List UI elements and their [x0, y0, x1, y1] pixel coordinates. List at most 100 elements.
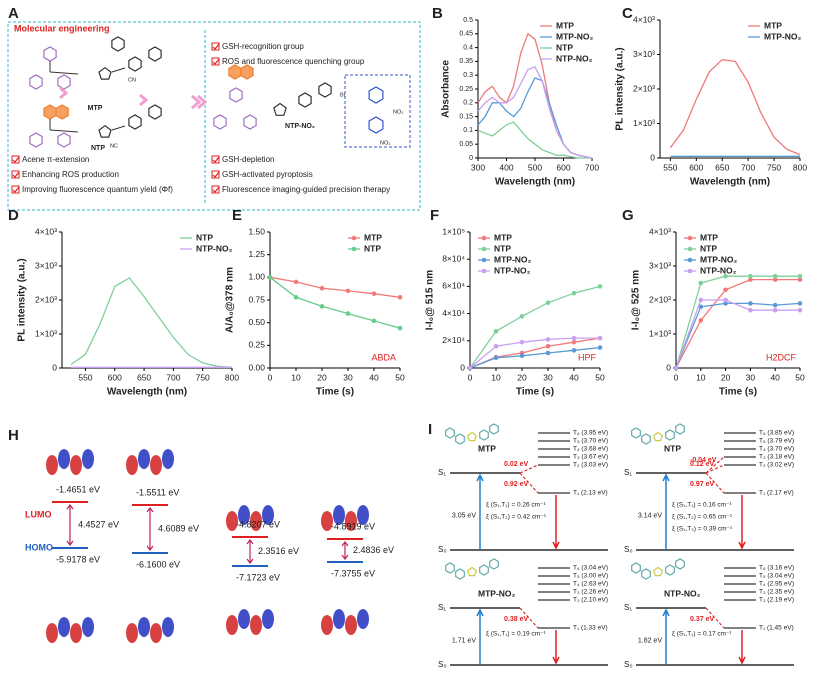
gap-label: 0.38 eV [504, 616, 528, 623]
checkbox [211, 155, 220, 164]
atom-label: NO₂ [380, 140, 390, 146]
y-tick-label: 0.1 [463, 127, 473, 134]
marker [597, 284, 603, 289]
y-tick-label: 1.50 [248, 226, 265, 236]
marker [597, 345, 603, 350]
checkbox [211, 42, 220, 51]
soc-label: ξ (S₁,T₁) = 0.16 cm⁻¹ [672, 502, 733, 509]
legend-label: MTP [700, 232, 718, 242]
legend-label: MTP-NO₂ [700, 254, 738, 264]
y-tick-label: 1.00 [248, 272, 265, 282]
marker [748, 277, 753, 282]
s0-label: S₀ [438, 545, 447, 554]
ring [489, 423, 499, 435]
series-line [469, 337, 600, 369]
series-line [469, 346, 601, 369]
atom-label: NO₂ [393, 109, 403, 115]
triplet-label: T₄ (3.68 eV) [573, 446, 608, 453]
y-tick-label: 0.15 [459, 113, 473, 120]
marker [345, 311, 351, 316]
orbital-lobe [150, 623, 162, 643]
legend-label: NTP [364, 243, 381, 253]
ring [128, 56, 142, 72]
x-axis-label: Wavelength (nm) [107, 387, 187, 398]
x-tick-label: 600 [689, 162, 703, 172]
checkmark [212, 186, 220, 193]
marker [571, 335, 577, 341]
triplet-label: T₆ (3.85 eV) [759, 430, 794, 437]
legend-marker [687, 246, 693, 252]
triplet-label: T₅ (3.70 eV) [573, 438, 608, 445]
x-tick-label: 800 [793, 162, 807, 172]
legend-label: NTP [494, 243, 511, 253]
orbital-lobe [162, 617, 174, 637]
lumo-energy: -4.8207 eV [236, 519, 280, 529]
checkbox [211, 185, 220, 194]
ring [665, 564, 675, 576]
x-tick-label: 50 [795, 372, 805, 382]
panel-label: F [430, 207, 439, 224]
x-tick-label: 550 [78, 372, 92, 382]
orbital-lobe [70, 455, 82, 475]
marker [797, 277, 803, 282]
homo-energy: -6.1600 eV [136, 559, 180, 569]
triplet-label: T₅ (3.04 eV) [759, 573, 794, 580]
series-line [675, 299, 800, 369]
x-tick-label: 0 [268, 372, 273, 382]
x-tick-label: 20 [317, 372, 327, 382]
y-tick-label: 0.05 [459, 141, 473, 148]
ring [479, 429, 489, 441]
x-tick-label: 0 [674, 372, 679, 382]
orbital-lobe [250, 511, 262, 531]
ring [228, 64, 242, 80]
gap-label: 0.92 eV [504, 481, 528, 488]
gap-label: 0.12 eV [690, 461, 714, 468]
panel-label: A [8, 5, 19, 22]
s1-label: S₁ [438, 468, 446, 477]
ring [213, 114, 227, 130]
marker [772, 302, 778, 308]
marker [723, 301, 728, 306]
x-tick-label: 300 [471, 162, 485, 172]
orbital-lobe [250, 615, 262, 635]
marker [571, 290, 577, 296]
legend-marker [351, 235, 357, 241]
x-tick-label: 550 [663, 162, 677, 172]
y-tick-label: 0.35 [459, 58, 473, 65]
s0-label: S₀ [624, 660, 633, 669]
thiophene [98, 66, 112, 80]
y-tick-label: 1×10³ [633, 118, 655, 128]
legend-label: MTP [764, 20, 782, 30]
orbital-lobe [150, 455, 162, 475]
legend-label: NTP [196, 232, 213, 242]
feature-item: Fluorescence imaging-guided precision th… [222, 185, 390, 194]
legend-label: MTP-NO₂ [556, 31, 594, 41]
marker [723, 297, 728, 303]
ring [665, 429, 675, 441]
x-axis-label: Wavelength (nm) [495, 177, 575, 188]
molecule-name: MTP [478, 443, 496, 453]
annotation: ABDA [371, 352, 396, 362]
series-line [477, 66, 593, 159]
marker [797, 307, 803, 313]
annotation: H2DCF [766, 352, 797, 362]
y-tick-label: 0.5 [463, 17, 473, 24]
marker [467, 365, 473, 371]
atom-label: CN [128, 77, 136, 83]
x-tick-label: 50 [395, 372, 405, 382]
x-tick-label: 400 [499, 162, 513, 172]
molecule-name: NTP-NO₂ [664, 588, 701, 598]
ring [229, 87, 243, 103]
x-axis-label: Time (s) [516, 387, 554, 398]
isc-arrow [519, 607, 539, 629]
y-tick-label: 2×10³ [633, 83, 655, 93]
series-line [269, 276, 401, 298]
molecule-name: MTP [88, 105, 103, 112]
series-line [477, 121, 592, 159]
legend-label: NTP-NO₂ [556, 53, 593, 63]
y-axis-label: Absorbance [441, 60, 452, 118]
soc-label: ξ (S₁,T₁) = 0.17 cm⁻¹ [672, 631, 733, 638]
ring [631, 427, 641, 439]
series-line [269, 276, 401, 329]
marker [493, 355, 499, 361]
